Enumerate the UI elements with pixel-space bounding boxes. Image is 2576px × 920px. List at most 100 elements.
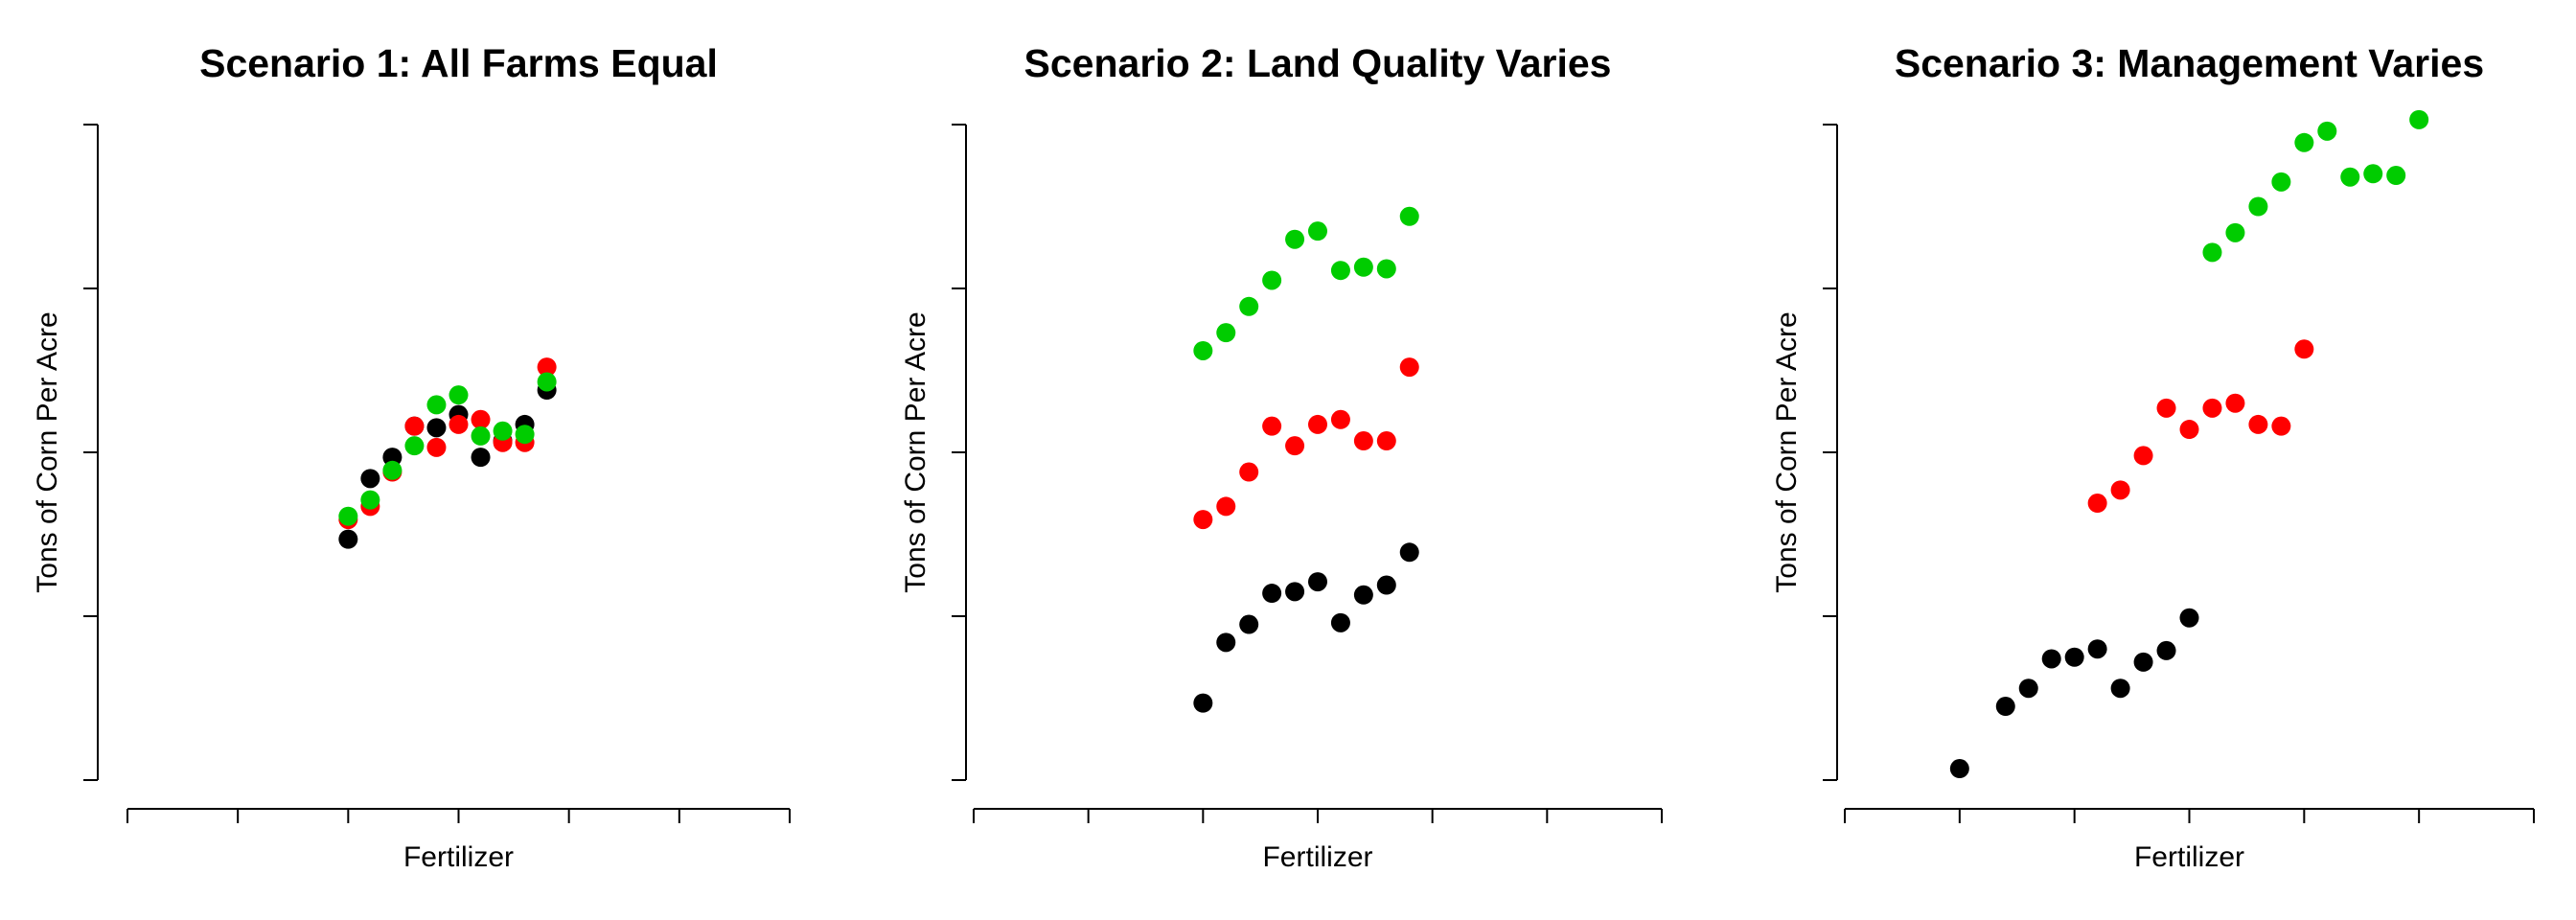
green-data-point [360,490,380,510]
black-data-point [1193,693,1213,713]
green-farm-series [2202,109,2429,263]
red-data-point [2202,398,2222,418]
green-data-point [2248,196,2268,217]
black-data-point [2156,640,2176,660]
chart-title: Scenario 2: Land Quality Varies [1024,41,1612,85]
red-farm-series [2087,339,2314,514]
black-data-point [1376,575,1396,595]
green-data-point [2271,172,2291,192]
green-data-point [1262,270,1282,290]
red-data-point [1330,409,1350,429]
red-data-point [1399,357,1419,378]
green-data-point [2363,164,2383,184]
black-data-point [2087,639,2107,659]
y-axis-label: Tons of Corn Per Acre [1771,311,1803,592]
black-data-point [1262,584,1282,604]
y-axis-label: Tons of Corn Per Acre [32,311,63,592]
red-data-point [2271,416,2291,436]
black-data-point [2064,647,2084,667]
green-data-point [2409,109,2429,129]
green-data-point [1308,221,1327,242]
black-farm-series [338,380,557,549]
green-data-point [515,425,535,445]
chart-title: Scenario 1: All Farms Equal [199,41,718,85]
black-data-point [1949,759,1969,779]
red-data-point [1376,431,1396,451]
red-data-point [537,357,557,378]
red-data-point [426,437,447,457]
red-farm-series [1193,357,1419,530]
red-data-point [404,416,425,436]
red-data-point [2248,414,2268,434]
scenario-2-panel: Scenario 2: Land Quality Varies Fertilize… [900,41,1663,873]
black-data-point [338,529,358,549]
green-data-point [1376,259,1396,279]
black-data-point [2133,652,2153,672]
green-data-point [2225,222,2245,242]
red-data-point [1353,431,1373,451]
x-axis-label: Fertilizer [1262,841,1372,873]
green-data-point [2386,166,2406,186]
red-data-point [1193,510,1213,530]
red-data-point [2110,480,2130,500]
black-farm-series [1949,608,2199,779]
green-data-point [448,385,469,405]
scenario-3-panel: Scenario 3: Management Varies Fertilizer T… [1771,41,2535,873]
green-data-point [2294,132,2314,152]
green-data-point [2202,242,2222,263]
x-axis-label: Fertilizer [403,841,514,873]
green-data-point [1353,257,1373,277]
green-farm-series [1193,206,1419,360]
black-data-point [1216,632,1236,653]
green-data-point [404,436,425,456]
red-data-point [1262,416,1282,436]
green-data-point [338,506,358,526]
green-data-point [1193,340,1213,360]
green-farm-series [338,372,557,526]
red-data-point [1285,436,1305,456]
green-data-point [471,426,491,446]
x-axis-label: Fertilizer [2134,841,2244,873]
chart-title: Scenario 3: Management Varies [1895,41,2484,85]
black-data-point [471,448,491,468]
green-data-point [1285,229,1305,249]
black-data-point [360,469,380,489]
red-data-point [2225,393,2245,413]
black-data-point [2018,678,2038,699]
black-data-point [1353,585,1373,605]
black-data-point [426,418,447,438]
red-data-point [1216,496,1236,517]
green-data-point [1330,261,1350,281]
black-data-point [1995,697,2015,717]
red-data-point [2179,420,2199,440]
red-data-point [2294,339,2314,359]
green-data-point [1239,296,1259,316]
green-data-point [382,460,402,480]
black-data-point [2179,608,2199,628]
black-data-point [2041,649,2061,669]
red-data-point [2087,494,2107,514]
black-data-point [1285,582,1305,602]
black-farm-series [1193,542,1419,713]
y-axis-label: Tons of Corn Per Acre [900,311,932,592]
red-data-point [448,414,469,434]
black-data-point [1308,572,1327,592]
black-data-point [382,448,402,468]
scenario-1-panel: Scenario 1: All Farms Equal Fertilizer Ton… [32,41,791,873]
black-data-point [2110,678,2130,699]
red-data-point [1308,414,1327,434]
green-data-point [426,395,447,415]
green-data-point [537,372,557,392]
green-data-point [1399,206,1419,226]
black-data-point [1239,614,1259,634]
black-data-point [1330,612,1350,632]
red-data-point [471,409,491,429]
black-data-point [1399,542,1419,563]
green-data-point [2317,121,2337,141]
green-data-point [1216,323,1236,343]
red-data-point [2156,398,2176,418]
green-data-point [2340,167,2360,187]
red-data-point [1239,462,1259,482]
green-data-point [493,421,513,441]
